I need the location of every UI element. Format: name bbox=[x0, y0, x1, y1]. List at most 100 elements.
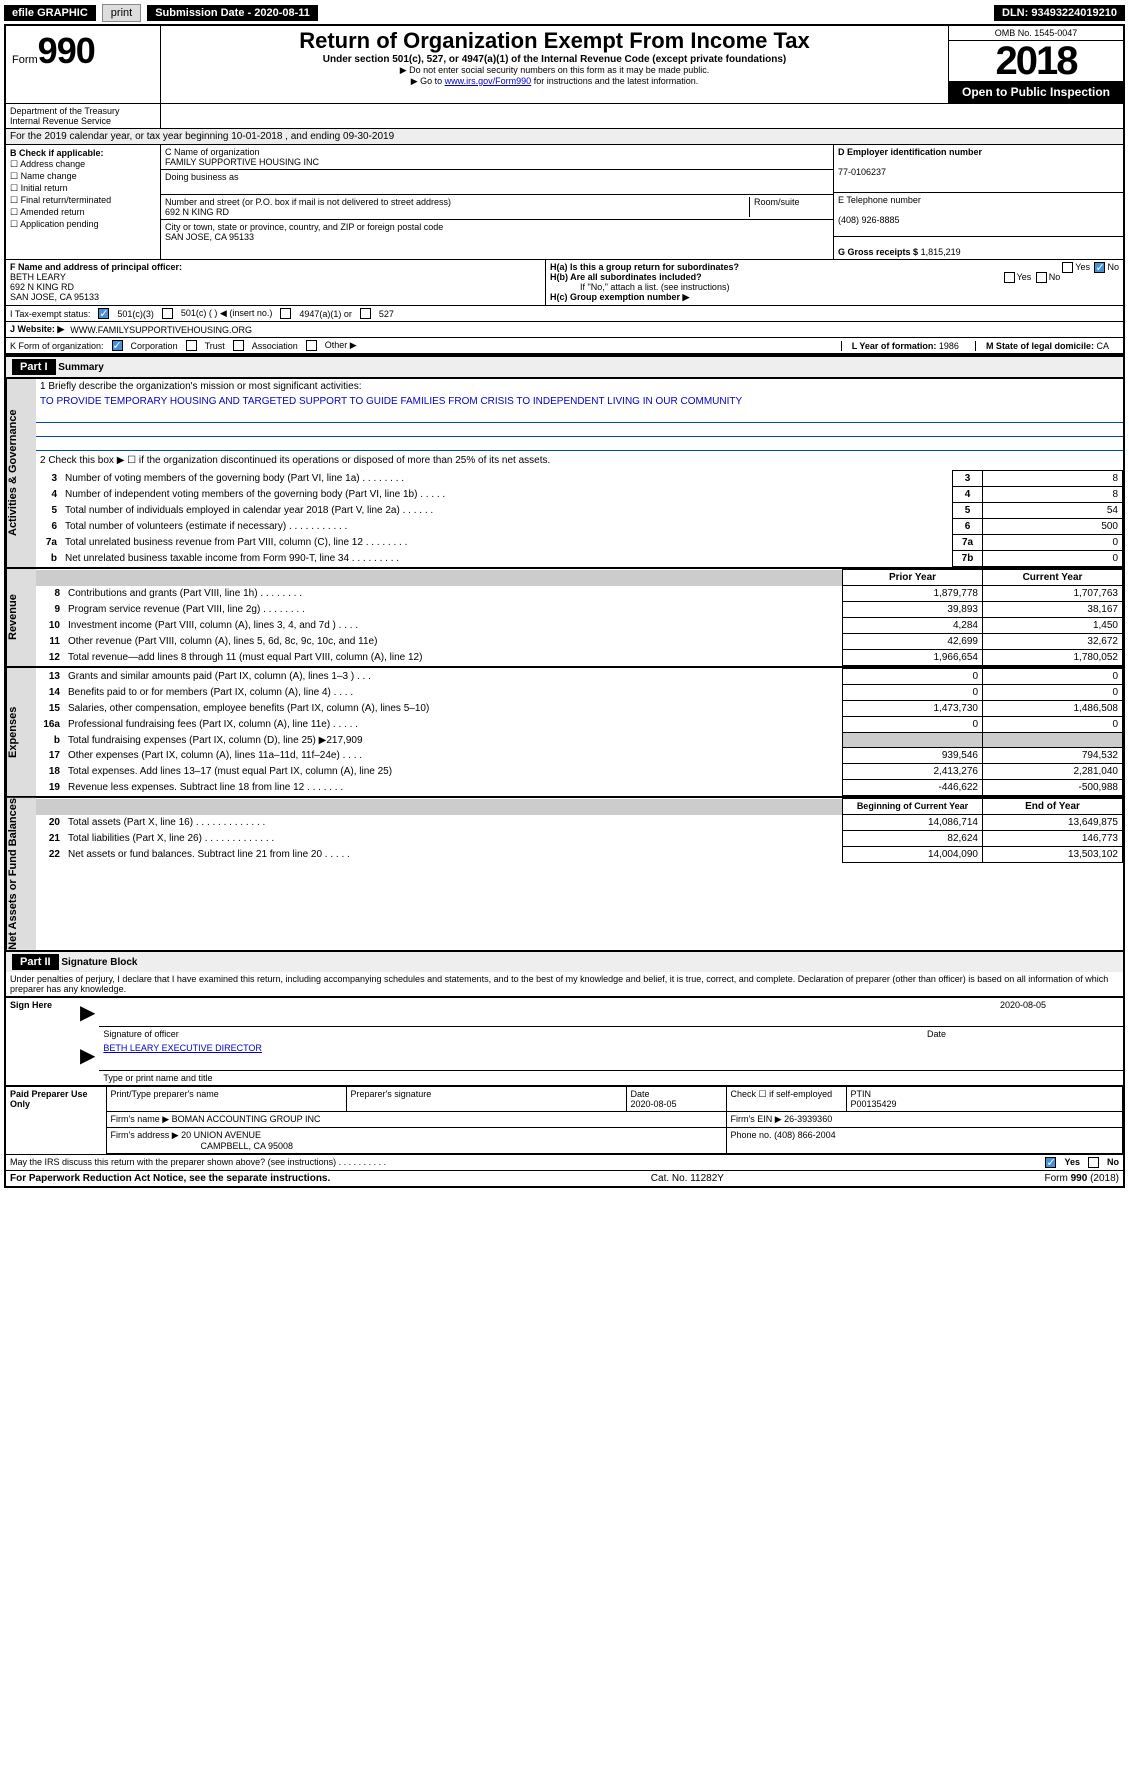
cb-trust[interactable] bbox=[186, 340, 197, 351]
rev-content: Prior Year Current Year 8 Contributions … bbox=[36, 569, 1123, 666]
form-number: 990 bbox=[38, 30, 95, 71]
f-label: F Name and address of principal officer: bbox=[10, 262, 182, 272]
discuss-yes[interactable] bbox=[1045, 1157, 1056, 1168]
ha-no[interactable] bbox=[1094, 262, 1105, 273]
officer-name: BETH LEARY bbox=[10, 272, 66, 282]
table-row: 5 Total number of individuals employed i… bbox=[36, 503, 1123, 519]
firm-phone-cell: Phone no. (408) 866-2004 bbox=[726, 1127, 1123, 1153]
hb-yes[interactable] bbox=[1004, 272, 1015, 283]
table-row: 17 Other expenses (Part IX, column (A), … bbox=[36, 748, 1123, 764]
firm-addr-cell: Firm's address ▶ 20 UNION AVENUE CAMPBEL… bbox=[106, 1127, 726, 1153]
cb-assoc[interactable] bbox=[233, 340, 244, 351]
table-row: 14 Benefits paid to or for members (Part… bbox=[36, 685, 1123, 701]
part1-badge: Part I bbox=[12, 359, 56, 375]
officer-typed-name[interactable]: BETH LEARY EXECUTIVE DIRECTOR bbox=[103, 1043, 262, 1053]
street-addr: 692 N KING RD bbox=[165, 207, 229, 217]
note-goto: ▶ Go to www.irs.gov/Form990 for instruct… bbox=[165, 76, 944, 87]
g-label: G Gross receipts $ bbox=[838, 247, 918, 257]
cb-initial[interactable]: ☐ Initial return bbox=[10, 183, 156, 194]
paid-preparer: Paid Preparer Use Only bbox=[6, 1086, 106, 1154]
ein-val: 77-0106237 bbox=[838, 167, 886, 177]
d-label: D Employer identification number bbox=[838, 147, 982, 157]
footer-mid: Cat. No. 11282Y bbox=[651, 1173, 724, 1184]
section-i: I Tax-exempt status: 501(c)(3) 501(c) ( … bbox=[6, 305, 1123, 321]
mission-text: TO PROVIDE TEMPORARY HOUSING AND TARGETE… bbox=[36, 394, 1123, 409]
net-table: Beginning of Current Year End of Year 20… bbox=[36, 798, 1123, 863]
table-row: 16a Professional fundraising fees (Part … bbox=[36, 717, 1123, 733]
firm-name-cell: Firm's name ▶ BOMAN ACCOUNTING GROUP INC bbox=[106, 1111, 726, 1127]
section-l: L Year of formation: 1986 bbox=[841, 341, 969, 351]
cb-527[interactable] bbox=[360, 308, 371, 319]
hb-no[interactable] bbox=[1036, 272, 1047, 283]
table-row: 12 Total revenue—add lines 8 through 11 … bbox=[36, 650, 1123, 666]
ptin-cell: PTINP00135429 bbox=[846, 1086, 1123, 1112]
preparer-table: Paid Preparer Use Only Print/Type prepar… bbox=[6, 1085, 1123, 1154]
efile-label: efile GRAPHIC bbox=[4, 5, 96, 21]
cb-4947[interactable] bbox=[280, 308, 291, 319]
goto-post: for instructions and the latest informat… bbox=[531, 76, 698, 86]
cb-name[interactable]: ☐ Name change bbox=[10, 171, 156, 182]
form-number-box: Form990 bbox=[6, 26, 161, 103]
perjury-declaration: Under penalties of perjury, I declare th… bbox=[6, 972, 1123, 996]
cb-501c[interactable] bbox=[162, 308, 173, 319]
rev-table: Prior Year Current Year 8 Contributions … bbox=[36, 569, 1123, 666]
i-label: I Tax-exempt status: bbox=[10, 309, 90, 319]
rev-label: Revenue bbox=[6, 569, 36, 666]
table-row: 11 Other revenue (Part VIII, column (A),… bbox=[36, 634, 1123, 650]
goto-pre: ▶ Go to bbox=[411, 76, 445, 86]
discuss-text: May the IRS discuss this return with the… bbox=[10, 1157, 386, 1167]
table-row: 19 Revenue less expenses. Subtract line … bbox=[36, 780, 1123, 796]
footer-left: For Paperwork Reduction Act Notice, see … bbox=[10, 1173, 330, 1184]
discuss-no[interactable] bbox=[1088, 1157, 1099, 1168]
b-label: B Check if applicable: bbox=[10, 148, 104, 158]
table-row: 18 Total expenses. Add lines 13–17 (must… bbox=[36, 764, 1123, 780]
cb-501c3[interactable] bbox=[98, 308, 109, 319]
rev-header-row: Prior Year Current Year bbox=[36, 570, 1123, 586]
form-title: Return of Organization Exempt From Incom… bbox=[165, 28, 944, 54]
city-val: SAN JOSE, CA 95133 bbox=[165, 232, 254, 242]
dln-label: DLN: 93493224019210 bbox=[994, 5, 1125, 21]
table-row: 21 Total liabilities (Part X, line 26) .… bbox=[36, 831, 1123, 847]
cb-address[interactable]: ☐ Address change bbox=[10, 159, 156, 170]
discuss-row: May the IRS discuss this return with the… bbox=[6, 1154, 1123, 1170]
org-name-cell: C Name of organization FAMILY SUPPORTIVE… bbox=[161, 145, 833, 170]
dept1: Department of the Treasury bbox=[10, 106, 120, 116]
section-f: F Name and address of principal officer:… bbox=[6, 260, 546, 305]
exp-label: Expenses bbox=[6, 668, 36, 796]
cb-amended[interactable]: ☐ Amended return bbox=[10, 207, 156, 218]
phone-val: (408) 926-8885 bbox=[838, 215, 900, 225]
dba-label: Doing business as bbox=[165, 172, 239, 182]
ha-yes[interactable] bbox=[1062, 262, 1073, 273]
cb-pending[interactable]: ☐ Application pending bbox=[10, 219, 156, 230]
website-val: WWW.FAMILYSUPPORTIVEHOUSING.ORG bbox=[70, 325, 252, 335]
table-row: b Total fundraising expenses (Part IX, c… bbox=[36, 733, 1123, 748]
begin-hdr: Beginning of Current Year bbox=[843, 799, 983, 815]
section-j: J Website: ▶ WWW.FAMILYSUPPORTIVEHOUSING… bbox=[6, 321, 1123, 337]
dept-row: Department of the Treasury Internal Reve… bbox=[6, 103, 1123, 128]
note-ssn: ▶ Do not enter social security numbers o… bbox=[165, 65, 944, 76]
cb-final[interactable]: ☐ Final return/terminated bbox=[10, 195, 156, 206]
section-deg: D Employer identification number 77-0106… bbox=[833, 145, 1123, 259]
gross-cell: G Gross receipts $ 1,815,219 bbox=[834, 237, 1123, 259]
irs-link[interactable]: www.irs.gov/Form990 bbox=[445, 76, 532, 86]
gov-section: Activities & Governance 1 Briefly descri… bbox=[6, 377, 1123, 567]
dept-treasury: Department of the Treasury Internal Reve… bbox=[6, 104, 161, 128]
section-klm: K Form of organization: Corporation Trus… bbox=[6, 337, 1123, 355]
sig-officer-lbl: Signature of officer bbox=[99, 1027, 923, 1042]
tax-year-text: For the 2019 calendar year, or tax year … bbox=[10, 131, 394, 142]
row-fh: F Name and address of principal officer:… bbox=[6, 259, 1123, 305]
tax-year-line: For the 2019 calendar year, or tax year … bbox=[6, 128, 1123, 145]
h-b: H(b) Are all subordinates included? Yes … bbox=[550, 272, 1119, 282]
firm-ein-cell: Firm's EIN ▶ 26-3939360 bbox=[726, 1111, 1123, 1127]
print-button[interactable]: print bbox=[102, 4, 141, 22]
form-container: Form990 Return of Organization Exempt Fr… bbox=[4, 24, 1125, 1188]
city-cell: City or town, state or province, country… bbox=[161, 220, 833, 244]
form-subtitle: Under section 501(c), 527, or 4947(a)(1)… bbox=[165, 54, 944, 65]
cb-other[interactable] bbox=[306, 340, 317, 351]
rev-section: Revenue Prior Year Current Year 8 Contri… bbox=[6, 567, 1123, 666]
blueline1 bbox=[36, 409, 1123, 423]
cb-corp[interactable] bbox=[112, 340, 123, 351]
gross-val: 1,815,219 bbox=[921, 247, 961, 257]
officer-addr1: 692 N KING RD bbox=[10, 282, 74, 292]
right-header-box: OMB No. 1545-0047 2018 Open to Public In… bbox=[948, 26, 1123, 103]
